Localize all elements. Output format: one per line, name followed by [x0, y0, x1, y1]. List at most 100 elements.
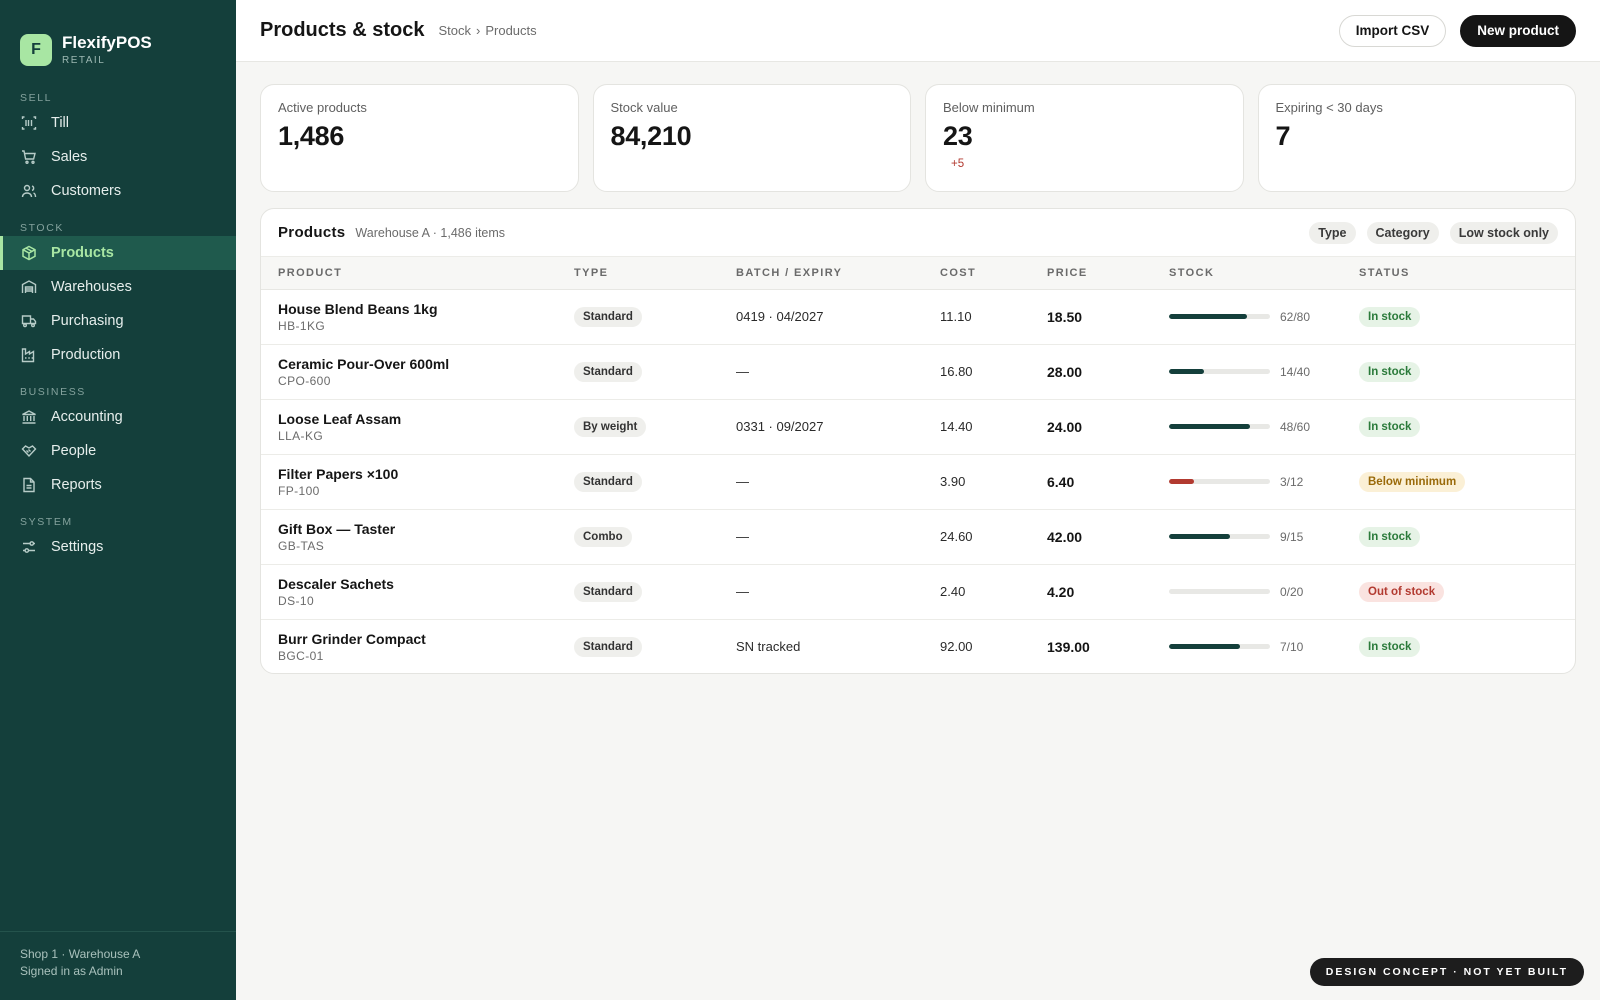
stock-count: 48/60	[1280, 419, 1311, 434]
footer-location: Shop 1 · Warehouse A	[20, 947, 141, 961]
status-badge: In stock	[1359, 306, 1421, 327]
price-value: 6.40	[1047, 473, 1075, 490]
stock-bar-fill	[1169, 479, 1195, 484]
kpi-stock-value: Stock value 84,210	[592, 84, 911, 192]
filter-category[interactable]: Category	[1366, 221, 1439, 244]
nav-section-stock: STOCK	[20, 222, 64, 234]
sidebar-item-sales[interactable]: Sales	[0, 140, 236, 174]
column-header-batch[interactable]: BATCH / EXPIRY	[736, 257, 940, 290]
stock-bar	[1169, 534, 1270, 539]
sidebar-item-warehouses[interactable]: Warehouses	[0, 270, 236, 304]
price-value: 4.20	[1047, 583, 1075, 600]
product-name[interactable]: House Blend Beans 1kg	[278, 300, 438, 317]
cell-product: Descaler Sachets DS-10	[261, 564, 574, 620]
column-header-status[interactable]: STATUS	[1359, 257, 1575, 290]
sidebar-item-production[interactable]: Production	[0, 338, 236, 372]
sidebar-item-settings[interactable]: Settings	[0, 530, 236, 564]
cell-price: 28.00	[1047, 344, 1169, 400]
stock-count: 0/20	[1280, 584, 1304, 599]
cell-type: By weight	[574, 399, 736, 455]
cell-batch: 0419 · 04/2027	[736, 289, 940, 345]
column-header-cost[interactable]: COST	[940, 257, 1047, 290]
sidebar-item-reports[interactable]: Reports	[0, 468, 236, 502]
footer-user: Signed in as Admin	[20, 964, 123, 978]
cell-type: Standard	[574, 564, 736, 620]
breadcrumb-stock[interactable]: Stock	[438, 23, 471, 38]
table-row[interactable]: House Blend Beans 1kg HB-1KG Standard 0419 …	[261, 289, 1575, 345]
import-csv-button[interactable]: Import CSV	[1338, 14, 1447, 47]
filter-low-stock[interactable]: Low stock only	[1449, 221, 1558, 244]
sidebar-item-label: Reports	[51, 477, 102, 493]
product-sku: BGC-01	[278, 648, 324, 663]
status-badge: Out of stock	[1359, 581, 1445, 602]
sidebar-item-accounting[interactable]: Accounting	[0, 400, 236, 434]
stock-bar-fill	[1169, 314, 1248, 319]
new-product-button[interactable]: New product	[1460, 14, 1576, 47]
sidebar-footer: Shop 1 · Warehouse A Signed in as Admin	[0, 931, 236, 1000]
cell-batch: 0331 · 09/2027	[736, 399, 940, 455]
product-name[interactable]: Burr Grinder Compact	[278, 630, 426, 647]
stock-bar-fill	[1169, 534, 1230, 539]
breadcrumb: Stock › Products	[438, 23, 536, 38]
box-icon	[20, 244, 38, 262]
column-header-stock[interactable]: STOCK	[1169, 257, 1359, 290]
cell-price: 4.20	[1047, 564, 1169, 620]
sidebar-item-purchasing[interactable]: Purchasing	[0, 304, 236, 338]
stock-bar	[1169, 369, 1270, 374]
filter-group: Type Category Low stock only	[1309, 221, 1558, 244]
table-row[interactable]: Gift Box — Taster GB-TAS Combo —24.60 42.00 9…	[261, 509, 1575, 565]
handshake-icon	[20, 442, 38, 460]
table-row[interactable]: Descaler Sachets DS-10 Standard —2.40 4.20 0/…	[261, 564, 1575, 620]
type-badge: By weight	[574, 416, 647, 437]
kpi-below-minimum: Below minimum 23 +5	[925, 84, 1244, 192]
status-badge: In stock	[1359, 361, 1421, 382]
filter-type[interactable]: Type	[1309, 221, 1356, 244]
sidebar-item-products[interactable]: Products	[0, 236, 236, 270]
sidebar-item-customers[interactable]: Customers	[0, 174, 236, 208]
product-name[interactable]: Ceramic Pour-Over 600ml	[278, 355, 450, 372]
sidebar-nav: SELL Till Sales Customers STOCK Products Wareh…	[0, 90, 236, 564]
price-value: 28.00	[1047, 363, 1083, 380]
status-badge: In stock	[1359, 636, 1421, 657]
sidebar-item-people[interactable]: People	[0, 434, 236, 468]
sidebar-item-till[interactable]: Till	[0, 106, 236, 140]
type-badge: Standard	[574, 471, 642, 492]
column-header-price[interactable]: PRICE	[1047, 257, 1169, 290]
table-row[interactable]: Ceramic Pour-Over 600ml CPO-600 Standard —1…	[261, 344, 1575, 400]
bank-icon	[20, 408, 38, 426]
product-sku: GB-TAS	[278, 538, 325, 553]
cell-type: Standard	[574, 454, 736, 510]
table-row[interactable]: Loose Leaf Assam LLA-KG By weight 0331 · 09…	[261, 399, 1575, 455]
warehouse-icon	[20, 278, 38, 296]
price-value: 24.00	[1047, 418, 1083, 435]
kpi-value: 84,210	[610, 121, 692, 151]
stock-bar	[1169, 644, 1270, 650]
type-badge: Combo	[574, 526, 632, 547]
column-header-type[interactable]: TYPE	[574, 257, 736, 290]
product-name[interactable]: Filter Papers ×100	[278, 465, 399, 482]
table-row[interactable]: Burr Grinder Compact BGC-01 Standard SN tra…	[261, 619, 1575, 673]
page-header: Products & stock Stock › Products Import…	[236, 0, 1600, 62]
product-name[interactable]: Gift Box — Taster	[278, 520, 396, 537]
sidebar-item-label: Till	[51, 115, 69, 131]
kpi-value: 23	[943, 121, 973, 151]
barcode-icon	[20, 114, 38, 132]
column-header-product[interactable]: PRODUCT	[261, 257, 574, 290]
product-name[interactable]: Loose Leaf Assam	[278, 410, 402, 427]
cell-stock: 62/80	[1169, 289, 1359, 345]
product-sku: DS-10	[278, 593, 315, 608]
cell-cost: 16.80	[940, 344, 1047, 400]
cell-stock: 9/15	[1169, 509, 1359, 565]
product-name[interactable]: Descaler Sachets	[278, 575, 394, 592]
cell-status: In stock	[1359, 509, 1575, 565]
cell-stock: 3/12	[1169, 454, 1359, 510]
cell-stock: 0/20	[1169, 564, 1359, 620]
kpi-label: Expiring < 30 days	[1275, 100, 1383, 115]
page-title: Products & stock	[260, 19, 425, 41]
sidebar-item-label: Products	[51, 245, 114, 261]
table-row[interactable]: Filter Papers ×100 FP-100 Standard —3.90 6.4…	[261, 454, 1575, 510]
type-badge: Standard	[574, 581, 642, 602]
report-icon	[20, 476, 38, 494]
nav-section-system: SYSTEM	[20, 516, 73, 528]
cell-status: Below minimum	[1359, 454, 1575, 510]
